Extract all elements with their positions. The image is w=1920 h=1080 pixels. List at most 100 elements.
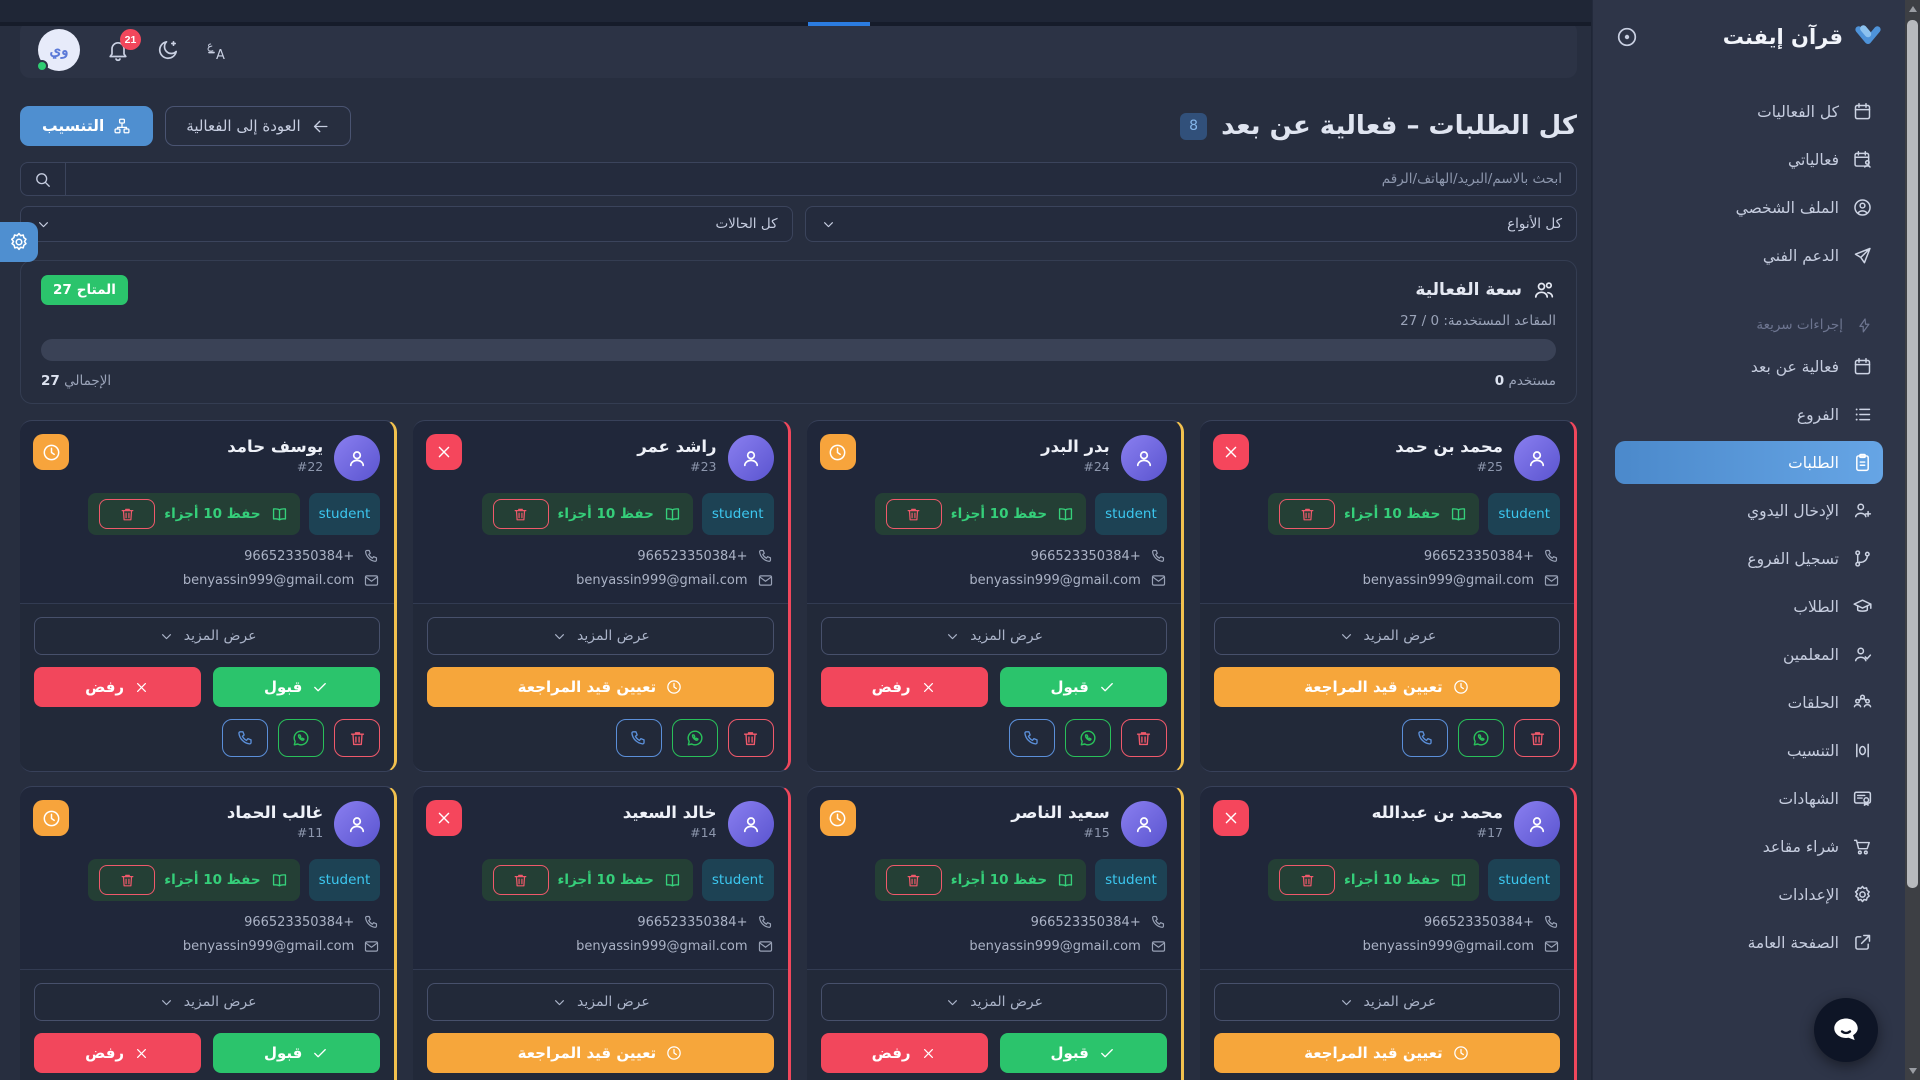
sidebar-item-my-events[interactable]: فعالياتي — [1615, 138, 1883, 181]
remove-memorization-button[interactable] — [885, 499, 942, 529]
call-button[interactable] — [615, 719, 662, 757]
sidebar-item-label: الإعدادات — [1778, 885, 1839, 904]
sidebar-item-certificates[interactable]: الشهادات — [1615, 777, 1883, 820]
set-under-review-button[interactable]: تعيين قيد المراجعة — [427, 667, 774, 707]
whatsapp-button[interactable] — [671, 719, 718, 757]
sidebar-item-settings[interactable]: الإعدادات — [1615, 873, 1883, 916]
sidebar-item-branches[interactable]: الفروع — [1615, 393, 1883, 436]
show-more-button[interactable]: عرض المزيد — [820, 983, 1167, 1021]
language-toggle[interactable] — [206, 38, 230, 62]
reject-button[interactable]: رفض — [34, 1033, 202, 1073]
type-filter-select[interactable]: كل الأنواع — [804, 206, 1577, 242]
sidebar-item-requests[interactable]: الطلبات — [1615, 441, 1883, 484]
clock-icon — [41, 808, 62, 829]
chevron-down-icon — [551, 628, 568, 645]
user-icon — [1525, 812, 1549, 836]
whatsapp-button[interactable] — [1064, 719, 1111, 757]
reject-button[interactable]: رفض — [820, 1033, 988, 1073]
sidebar-item-placement[interactable]: التنسيب — [1615, 729, 1883, 772]
sidebar-item-all-events[interactable]: كل الفعاليات — [1615, 90, 1883, 133]
sidebar-item-buy-seats[interactable]: شراء مقاعد — [1615, 825, 1883, 868]
notifications-button[interactable]: 21 — [106, 29, 141, 62]
avatar — [727, 435, 774, 481]
delete-request-button[interactable] — [1514, 719, 1560, 757]
sidebar-item-support[interactable]: الدعم الفني — [1615, 234, 1883, 277]
call-button[interactable] — [222, 719, 269, 757]
set-under-review-button[interactable]: تعيين قيد المراجعة — [1213, 1033, 1560, 1073]
sidebar-item-branch-registration[interactable]: تسجيل الفروع — [1615, 537, 1883, 580]
request-name: راشد عمر — [637, 437, 717, 456]
clock-icon — [41, 442, 62, 463]
call-button[interactable] — [1008, 719, 1055, 757]
x-icon — [133, 1045, 150, 1062]
show-more-button[interactable]: عرض المزيد — [820, 617, 1167, 655]
set-under-review-button[interactable]: تعيين قيد المراجعة — [427, 1033, 774, 1073]
delete-request-button[interactable] — [1120, 719, 1167, 757]
role-badge: student — [1488, 493, 1560, 535]
remove-memorization-button[interactable] — [492, 865, 549, 895]
placement-button[interactable]: التنسيب — [20, 106, 154, 146]
capacity-title: سعة الفعالية — [1415, 280, 1522, 300]
sidebar-item-public-page[interactable]: الصفحة العامة — [1615, 921, 1883, 964]
show-more-button[interactable]: عرض المزيد — [427, 617, 774, 655]
set-under-review-button[interactable]: تعيين قيد المراجعة — [1213, 667, 1560, 707]
phone-icon — [236, 729, 255, 748]
gear-icon — [8, 231, 30, 253]
email-address: benyassin999@gmail.com — [969, 573, 1141, 588]
trash-icon — [119, 872, 136, 889]
request-card: محمد بن عبدالله #17 student حفظ 10 أجزاء — [1199, 786, 1577, 1080]
remove-memorization-button[interactable] — [492, 499, 549, 529]
delete-request-button[interactable] — [727, 719, 774, 757]
accept-button[interactable]: قبول — [999, 1033, 1167, 1073]
chat-widget-button[interactable] — [1814, 998, 1878, 1062]
scrollbar-up-arrow[interactable] — [1908, 6, 1917, 12]
search-input[interactable] — [20, 162, 1577, 196]
role-badge: student — [308, 493, 381, 535]
scrollbar-down-arrow[interactable] — [1908, 1068, 1917, 1074]
mail-icon — [1150, 938, 1167, 955]
back-to-event-button[interactable]: العودة إلى الفعالية — [165, 106, 351, 146]
sidebar-item-manual-entry[interactable]: الإدخال اليدوي — [1615, 489, 1883, 532]
clock-icon — [827, 442, 848, 463]
delete-request-button[interactable] — [334, 719, 381, 757]
memorization-pill: حفظ 10 أجزاء — [88, 859, 300, 901]
show-more-button[interactable]: عرض المزيد — [427, 983, 774, 1021]
remove-memorization-button[interactable] — [1279, 499, 1335, 529]
reject-button[interactable]: رفض — [820, 667, 988, 707]
accept-button[interactable]: قبول — [213, 667, 381, 707]
whatsapp-button[interactable] — [1458, 719, 1504, 757]
sidebar-item-profile[interactable]: الملف الشخصي — [1615, 186, 1883, 229]
browser-scrollbar[interactable] — [1905, 0, 1920, 1080]
search-button[interactable] — [20, 162, 66, 196]
sidebar-item-students[interactable]: الطلاب — [1615, 585, 1883, 628]
accept-button[interactable]: قبول — [213, 1033, 381, 1073]
show-more-button[interactable]: عرض المزيد — [34, 617, 381, 655]
show-more-button[interactable]: عرض المزيد — [1213, 983, 1560, 1021]
sidebar-item-label: التنسيب — [1786, 741, 1839, 760]
show-more-button[interactable]: عرض المزيد — [34, 983, 381, 1021]
settings-fab[interactable] — [0, 222, 38, 262]
whatsapp-button[interactable] — [278, 719, 325, 757]
sidebar-collapse-button[interactable] — [1615, 25, 1639, 49]
remove-memorization-button[interactable] — [885, 865, 942, 895]
user-icon — [739, 446, 763, 470]
gear-icon — [1852, 884, 1873, 905]
sidebar-item-remote-event[interactable]: فعالية عن بعد — [1615, 345, 1883, 388]
scrollbar-thumb[interactable] — [1907, 20, 1918, 888]
accept-button[interactable]: قبول — [999, 667, 1167, 707]
sidebar-item-teachers[interactable]: المعلمين — [1615, 633, 1883, 676]
call-button[interactable] — [1402, 719, 1448, 757]
show-more-button[interactable]: عرض المزيد — [1213, 617, 1560, 655]
remove-memorization-button[interactable] — [1279, 865, 1335, 895]
list-icon — [1852, 404, 1873, 425]
dark-mode-toggle[interactable] — [156, 38, 180, 62]
sidebar-item-circles[interactable]: الحلقات — [1615, 681, 1883, 724]
remove-memorization-button[interactable] — [99, 865, 156, 895]
mail-icon — [1543, 938, 1560, 955]
requests-grid: محمد بن حمد #25 student حفظ 10 أجزاء +96… — [20, 420, 1577, 1080]
sidebar: قرآن إيفنت كل الفعاليات فعالياتي الملف ا… — [1592, 0, 1905, 1080]
clock-icon — [665, 1044, 683, 1062]
reject-button[interactable]: رفض — [34, 667, 202, 707]
status-filter-select[interactable]: كل الحالات — [20, 206, 793, 242]
remove-memorization-button[interactable] — [99, 499, 156, 529]
